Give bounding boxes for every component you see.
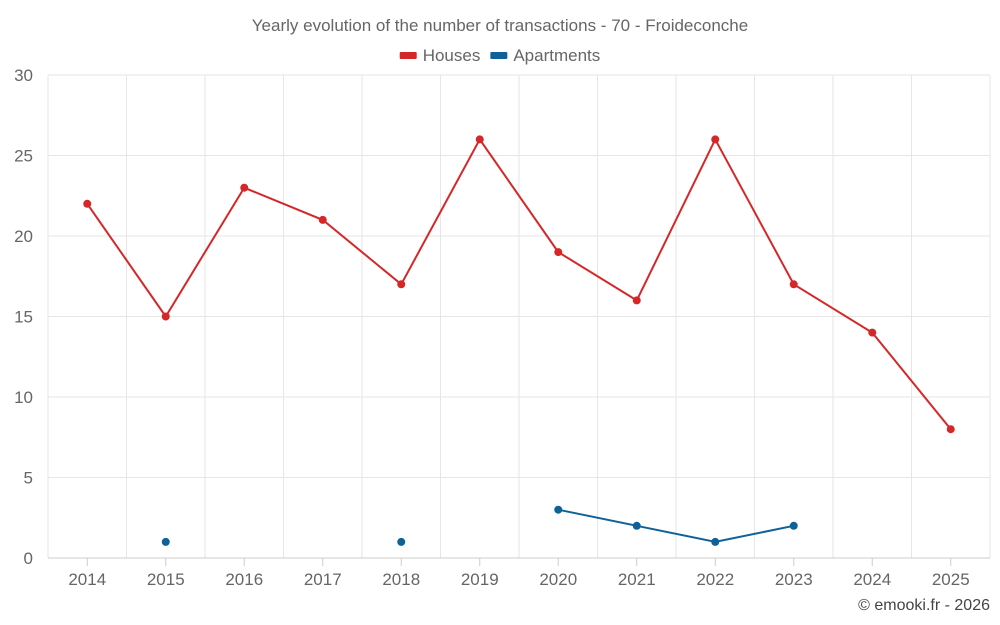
- data-point-houses[interactable]: [554, 248, 563, 257]
- legend-label: Apartments: [513, 46, 600, 65]
- data-point-houses[interactable]: [632, 296, 641, 305]
- legend: Houses Apartments: [399, 46, 600, 65]
- series-apartments: [161, 505, 798, 546]
- x-gridlines: [47, 75, 991, 558]
- legend-item-houses[interactable]: Houses: [399, 46, 481, 65]
- data-point-houses[interactable]: [868, 328, 877, 337]
- y-axis-ticks: 0 5 10 15 20 25 30: [14, 66, 33, 568]
- data-point-houses[interactable]: [240, 183, 249, 192]
- data-point-houses[interactable]: [711, 135, 720, 144]
- legend-item-apartments[interactable]: Apartments: [490, 46, 600, 65]
- x-tick-label: 2024: [853, 570, 891, 589]
- data-point-houses[interactable]: [946, 425, 955, 434]
- y-tick-label: 10: [14, 388, 33, 407]
- credit-text: © emooki.fr - 2026: [858, 597, 990, 614]
- x-tick-label: 2015: [147, 570, 185, 589]
- x-tick-label: 2020: [539, 570, 577, 589]
- x-tick-label: 2025: [932, 570, 970, 589]
- x-tick-label: 2018: [382, 570, 420, 589]
- x-tick-label: 2014: [68, 570, 106, 589]
- data-point-apartments[interactable]: [789, 521, 798, 530]
- x-tick-label: 2017: [304, 570, 342, 589]
- legend-label: Houses: [423, 46, 481, 65]
- data-point-houses[interactable]: [397, 280, 406, 289]
- data-point-houses[interactable]: [318, 215, 327, 224]
- data-point-houses[interactable]: [83, 199, 92, 208]
- y-tick-label: 30: [14, 66, 33, 85]
- data-point-apartments[interactable]: [711, 537, 720, 546]
- x-tick-label: 2019: [461, 570, 499, 589]
- data-point-apartments[interactable]: [397, 537, 406, 546]
- data-point-houses[interactable]: [475, 135, 484, 144]
- series-houses: [83, 135, 955, 434]
- y-tick-label: 15: [14, 308, 33, 327]
- series-line-houses: [86, 137, 952, 430]
- x-tick-label: 2021: [618, 570, 656, 589]
- y-tick-label: 25: [14, 147, 33, 166]
- x-axis-ticks: 2014 2015 2016 2017 2018 2019 2020 2021 2022 2023…: [68, 558, 970, 589]
- data-point-apartments[interactable]: [554, 505, 563, 514]
- data-point-houses[interactable]: [161, 312, 170, 321]
- x-tick-label: 2022: [696, 570, 734, 589]
- y-tick-label: 0: [24, 549, 33, 568]
- data-point-apartments[interactable]: [632, 521, 641, 530]
- series-line-apartments: [558, 508, 794, 543]
- x-tick-label: 2023: [775, 570, 813, 589]
- series-group: [83, 135, 955, 546]
- data-point-houses[interactable]: [789, 280, 798, 289]
- y-tick-label: 20: [14, 227, 33, 246]
- legend-swatch: [490, 52, 508, 59]
- legend-swatch: [399, 52, 417, 59]
- data-point-apartments[interactable]: [161, 537, 170, 546]
- chart-title: Yearly evolution of the number of transa…: [252, 16, 748, 35]
- x-tick-label: 2016: [225, 570, 263, 589]
- y-tick-label: 5: [24, 469, 33, 488]
